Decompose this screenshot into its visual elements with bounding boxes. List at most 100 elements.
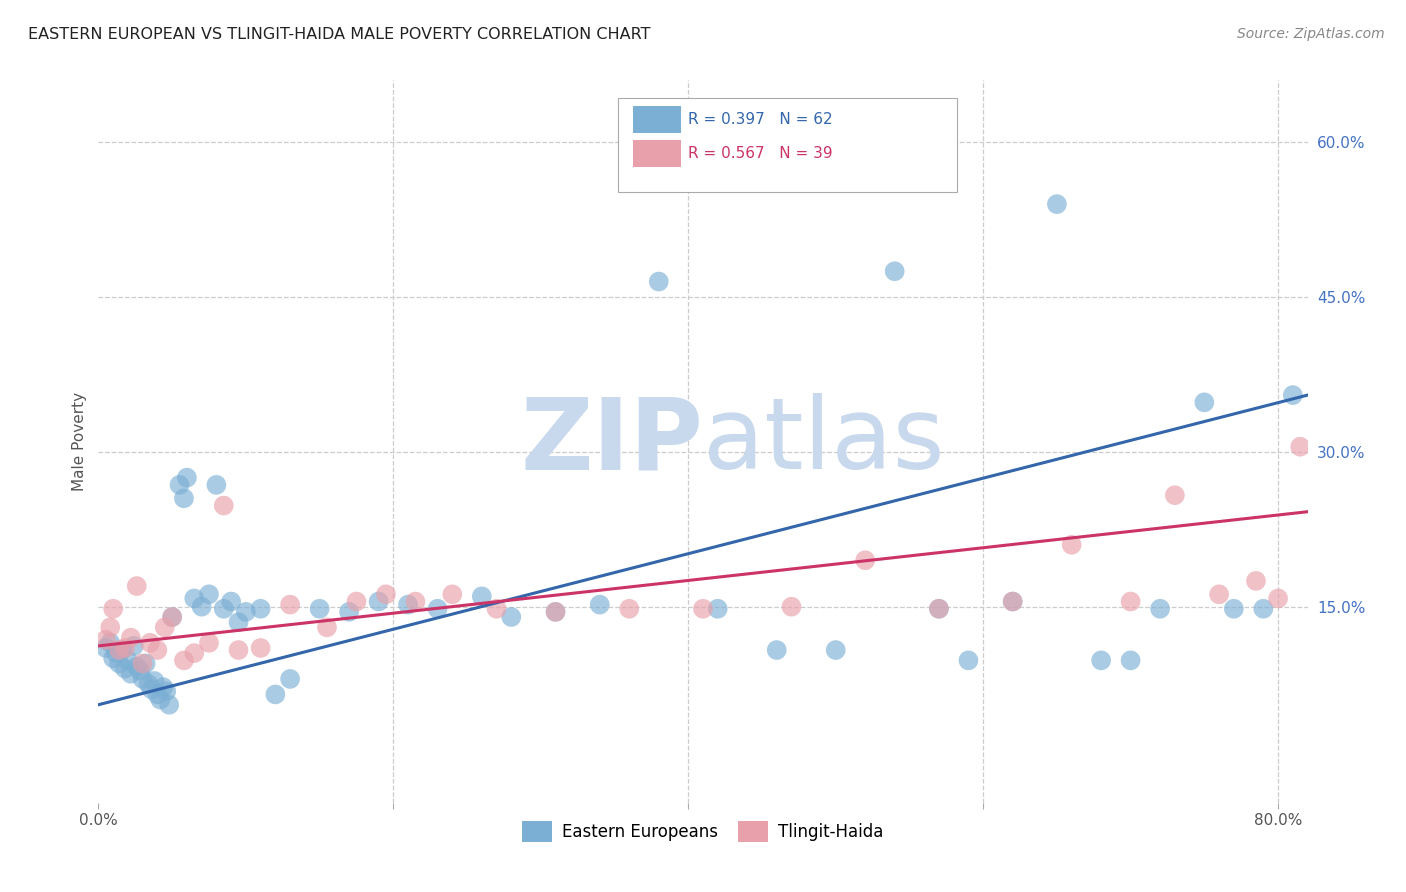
- Point: [396, 598, 419, 612]
- Legend: Eastern Europeans, Tlingit-Haida: Eastern Europeans, Tlingit-Haida: [516, 814, 890, 848]
- FancyBboxPatch shape: [633, 105, 682, 133]
- Text: Source: ZipAtlas.com: Source: ZipAtlas.com: [1237, 27, 1385, 41]
- Point: [824, 643, 846, 657]
- Point: [114, 640, 136, 655]
- Point: [1149, 601, 1171, 615]
- Point: [928, 601, 950, 615]
- Point: [264, 687, 287, 701]
- Point: [155, 684, 177, 698]
- Point: [1253, 601, 1275, 615]
- Point: [198, 636, 221, 650]
- Point: [957, 653, 980, 667]
- Point: [125, 659, 148, 673]
- Point: [128, 664, 150, 678]
- Point: [1244, 574, 1267, 588]
- Point: [375, 587, 398, 601]
- Point: [367, 594, 389, 608]
- Point: [98, 636, 121, 650]
- Point: [228, 615, 250, 630]
- Point: [135, 657, 157, 671]
- Point: [1090, 653, 1112, 667]
- Point: [131, 672, 153, 686]
- Point: [235, 605, 257, 619]
- Point: [169, 478, 191, 492]
- Point: [1119, 653, 1142, 667]
- Point: [278, 672, 301, 686]
- Point: [117, 653, 139, 667]
- Point: [212, 601, 235, 615]
- Point: [143, 673, 166, 688]
- Point: [125, 579, 148, 593]
- Point: [122, 639, 145, 653]
- Point: [544, 605, 567, 619]
- Text: R = 0.567   N = 39: R = 0.567 N = 39: [689, 145, 834, 161]
- Point: [152, 680, 174, 694]
- Point: [173, 491, 195, 506]
- Point: [149, 692, 172, 706]
- Point: [190, 599, 212, 614]
- Point: [157, 698, 180, 712]
- Point: [198, 587, 221, 601]
- Point: [114, 662, 136, 676]
- Point: [98, 620, 121, 634]
- Point: [337, 605, 360, 619]
- Point: [441, 587, 464, 601]
- Point: [153, 620, 176, 634]
- Point: [183, 591, 205, 606]
- Point: [1267, 591, 1289, 606]
- Point: [111, 643, 134, 657]
- Point: [205, 478, 228, 492]
- Point: [706, 601, 728, 615]
- Point: [131, 657, 153, 671]
- Point: [1223, 601, 1246, 615]
- Point: [212, 499, 235, 513]
- Point: [1119, 594, 1142, 608]
- Point: [101, 651, 124, 665]
- Text: EASTERN EUROPEAN VS TLINGIT-HAIDA MALE POVERTY CORRELATION CHART: EASTERN EUROPEAN VS TLINGIT-HAIDA MALE P…: [28, 27, 651, 42]
- Point: [346, 594, 368, 608]
- Point: [308, 601, 330, 615]
- Point: [883, 264, 905, 278]
- Text: R = 0.397   N = 62: R = 0.397 N = 62: [689, 112, 834, 127]
- Point: [426, 601, 449, 615]
- FancyBboxPatch shape: [633, 139, 682, 167]
- Point: [765, 643, 787, 657]
- Point: [1282, 388, 1305, 402]
- Point: [146, 643, 169, 657]
- FancyBboxPatch shape: [619, 98, 957, 193]
- Point: [160, 610, 183, 624]
- Point: [219, 594, 242, 608]
- Point: [173, 653, 195, 667]
- Point: [94, 640, 117, 655]
- Point: [692, 601, 714, 615]
- Point: [1208, 587, 1230, 601]
- Point: [1046, 197, 1069, 211]
- Text: ZIP: ZIP: [520, 393, 703, 490]
- Point: [278, 598, 301, 612]
- Point: [146, 687, 169, 701]
- Point: [928, 601, 950, 615]
- Point: [648, 275, 671, 289]
- Point: [619, 601, 641, 615]
- Point: [105, 646, 128, 660]
- Point: [120, 666, 142, 681]
- Point: [94, 632, 117, 647]
- Point: [249, 601, 271, 615]
- Point: [138, 677, 160, 691]
- Point: [249, 640, 271, 655]
- Point: [228, 643, 250, 657]
- Point: [183, 646, 205, 660]
- Point: [108, 657, 131, 671]
- Point: [853, 553, 876, 567]
- Point: [780, 599, 803, 614]
- Point: [544, 605, 567, 619]
- Point: [485, 601, 508, 615]
- Point: [1060, 538, 1083, 552]
- Text: atlas: atlas: [703, 393, 945, 490]
- Point: [120, 631, 142, 645]
- Point: [1001, 594, 1024, 608]
- Point: [1194, 395, 1216, 409]
- Point: [108, 643, 131, 657]
- Y-axis label: Male Poverty: Male Poverty: [72, 392, 87, 491]
- Point: [316, 620, 339, 634]
